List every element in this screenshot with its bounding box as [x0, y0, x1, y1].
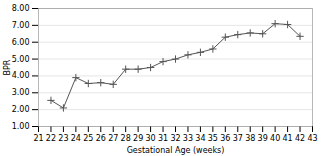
svg-text:8.00: 8.00	[12, 4, 30, 13]
svg-text:32: 32	[170, 134, 180, 143]
svg-text:39: 39	[258, 134, 268, 143]
svg-text:28: 28	[121, 134, 131, 143]
svg-text:Gestational Age (weeks): Gestational Age (weeks)	[127, 146, 225, 155]
svg-text:37: 37	[233, 134, 243, 143]
svg-text:1.00: 1.00	[12, 122, 30, 131]
svg-text:7.00: 7.00	[12, 21, 30, 30]
svg-text:29: 29	[133, 134, 143, 143]
svg-text:27: 27	[108, 134, 118, 143]
svg-text:6.00: 6.00	[12, 38, 30, 47]
svg-text:22: 22	[46, 134, 56, 143]
svg-text:34: 34	[195, 134, 205, 143]
svg-text:4.00: 4.00	[12, 71, 30, 80]
svg-text:3.00: 3.00	[12, 88, 30, 97]
svg-text:26: 26	[96, 134, 106, 143]
svg-text:42: 42	[295, 134, 305, 143]
svg-text:38: 38	[245, 134, 255, 143]
svg-text:36: 36	[220, 134, 230, 143]
svg-text:25: 25	[83, 134, 93, 143]
svg-text:2.00: 2.00	[12, 105, 30, 114]
svg-text:35: 35	[208, 134, 218, 143]
svg-text:23: 23	[58, 134, 68, 143]
svg-text:BPR: BPR	[3, 59, 12, 75]
svg-text:21: 21	[33, 134, 43, 143]
svg-text:30: 30	[145, 134, 155, 143]
svg-text:33: 33	[183, 134, 193, 143]
svg-text:43: 43	[307, 134, 317, 143]
svg-text:31: 31	[158, 134, 168, 143]
svg-text:40: 40	[270, 134, 280, 143]
svg-text:24: 24	[71, 134, 81, 143]
svg-text:5.00: 5.00	[12, 55, 30, 64]
svg-text:41: 41	[282, 134, 292, 143]
